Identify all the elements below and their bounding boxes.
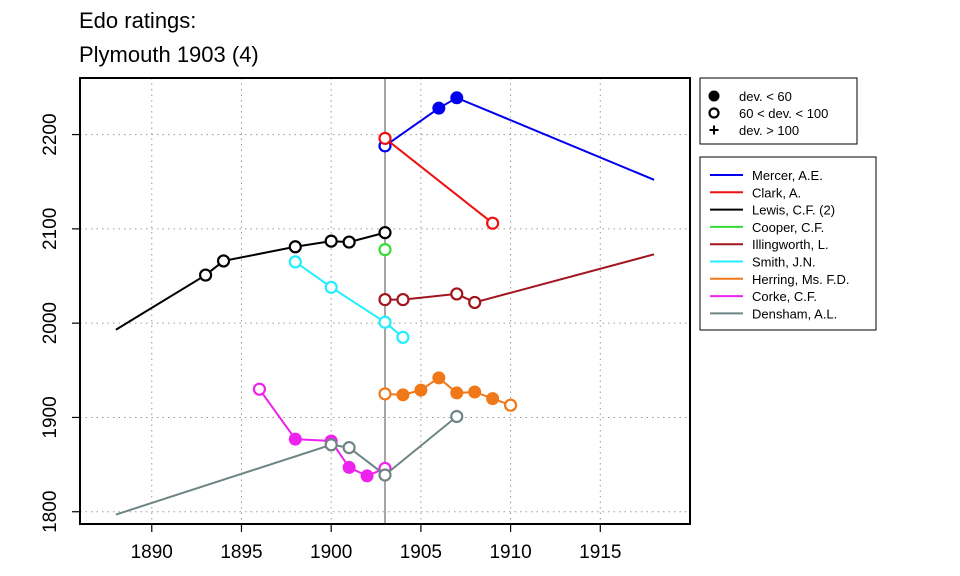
series-8-point-1 (324, 438, 338, 452)
series-line-4 (385, 253, 655, 304)
y-tick-label-1800: 1800 (40, 491, 61, 533)
series-5-point-3 (396, 330, 410, 344)
series-1-point-0 (378, 131, 392, 145)
series-7-point-3 (342, 460, 356, 474)
series-legend-label-3: Cooper, C.F. (752, 220, 824, 235)
x-tick-label-1895: 1895 (220, 542, 262, 563)
series-layer (115, 91, 655, 516)
series-6-point-6 (486, 392, 500, 406)
series-1-point-1 (486, 216, 500, 230)
series-6-point-3 (432, 371, 446, 385)
series-3 (378, 243, 392, 257)
chart-title-line-1: Edo ratings: (79, 8, 197, 33)
x-tick-label-1910: 1910 (489, 542, 531, 563)
series-6-point-5 (468, 385, 482, 399)
marker-legend-label-1: 60 < dev. < 100 (739, 106, 828, 121)
series-legend-label-2: Lewis, C.F. (2) (752, 203, 835, 218)
series-2-point-4 (324, 234, 338, 248)
marker-legend: dev. < 60 60 < dev. < 100 dev. > 100 (699, 77, 858, 145)
marker-legend-symbol-1 (708, 107, 720, 119)
y-tick-label-2200: 2200 (40, 113, 61, 155)
y-tick-label-1900: 1900 (40, 396, 61, 438)
series-2-point-3 (288, 240, 302, 254)
series-7-point-0 (252, 382, 267, 396)
x-tick-label-1905: 1905 (400, 542, 442, 563)
series-line-2 (115, 231, 386, 331)
series-legend-label-8: Densham, A.L. (752, 306, 837, 321)
series-4-point-1 (396, 292, 410, 307)
series-7-point-4 (360, 469, 374, 483)
series-0 (378, 91, 655, 181)
series-legend-label-7: Corke, C.F. (752, 289, 817, 304)
series-2 (115, 226, 392, 331)
marker-legend-symbol-0 (708, 90, 720, 102)
series-8-point-2 (342, 441, 356, 455)
x-tick-label-1915: 1915 (579, 542, 621, 563)
marker-legend-label-0: dev. < 60 (739, 89, 792, 104)
chart-title-line-2: Plymouth 1903 (4) (79, 42, 259, 67)
series-8-point-4 (450, 409, 464, 424)
series-5 (288, 255, 410, 344)
series-2-point-1 (198, 268, 213, 282)
y-tick-label-2100: 2100 (40, 208, 61, 250)
series-line-8 (115, 415, 458, 516)
series-4-point-2 (450, 287, 464, 301)
series-8 (115, 409, 464, 516)
series-5-point-0 (288, 255, 302, 269)
series-3-point-0 (378, 243, 392, 257)
series-4-point-3 (468, 295, 482, 310)
series-line-1 (384, 137, 494, 224)
series-2-point-5 (342, 235, 356, 249)
series-legend: Mercer, A.E. Clark, A. Lewis, C.F. (2) Coop… (699, 156, 877, 331)
series-5-point-2 (378, 315, 392, 329)
series-8-point-3 (378, 468, 392, 482)
series-2-point-6 (378, 226, 392, 240)
y-tick-label-2000: 2000 (40, 302, 61, 344)
series-7-point-1 (288, 432, 302, 446)
series-6-point-1 (396, 388, 410, 402)
series-6-point-2 (414, 383, 428, 397)
plot-frame (79, 77, 691, 525)
x-tick-label-1900: 1900 (310, 542, 352, 563)
series-5-point-1 (324, 280, 338, 294)
series-6-point-4 (450, 386, 464, 400)
series-0-point-1 (432, 101, 446, 115)
marker-legend-symbol-2 (709, 125, 719, 135)
marker-legend-box (699, 77, 858, 145)
x-tick-label-1890: 1890 (131, 542, 173, 563)
series-6-point-0 (378, 387, 392, 401)
series-6 (378, 371, 518, 412)
marker-legend-label-2: dev. > 100 (739, 123, 799, 138)
series-legend-label-6: Herring, Ms. F.D. (752, 272, 850, 287)
series-0-point-2 (450, 91, 464, 105)
series-legend-label-0: Mercer, A.E. (752, 168, 823, 183)
series-legend-label-5: Smith, J.N. (752, 255, 816, 270)
series-2-point-2 (216, 254, 231, 268)
series-7 (252, 382, 392, 483)
series-6-point-7 (503, 398, 518, 412)
y-axis: 1800 1900 2000 2100 2200 (40, 113, 80, 533)
series-1 (378, 131, 500, 230)
series-4 (378, 253, 655, 310)
series-legend-label-1: Clark, A. (752, 185, 801, 200)
series-line-5 (294, 261, 404, 339)
series-4-point-0 (378, 292, 392, 307)
x-axis: 1890 1895 1900 1905 1910 1915 (131, 524, 621, 563)
series-legend-label-4: Illingworth, L. (752, 237, 829, 252)
series-line-0 (384, 96, 655, 181)
